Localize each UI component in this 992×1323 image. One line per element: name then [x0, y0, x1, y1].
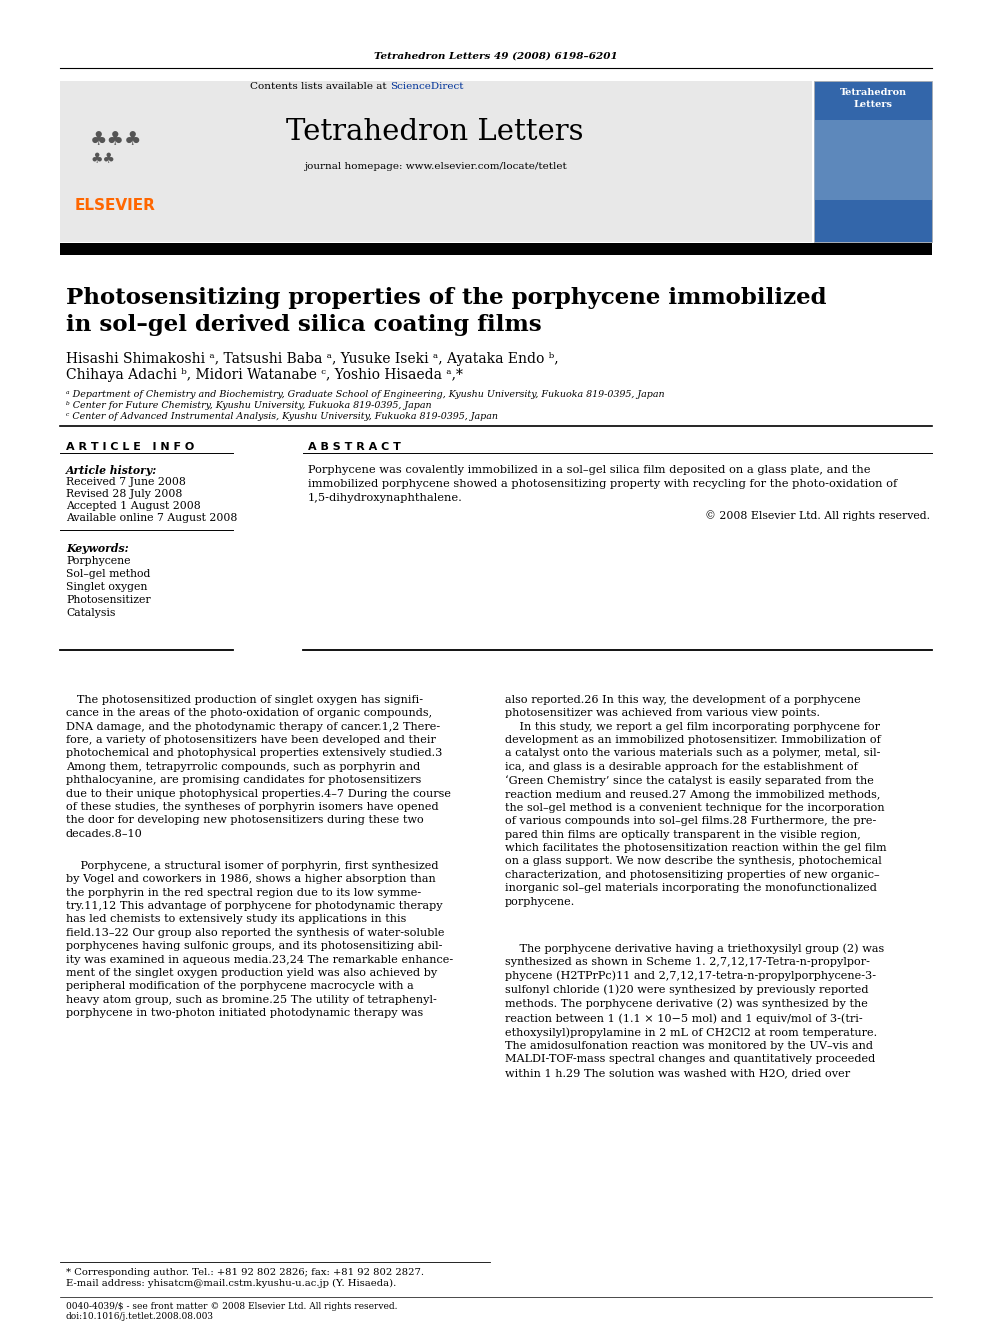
Text: © 2008 Elsevier Ltd. All rights reserved.: © 2008 Elsevier Ltd. All rights reserved…: [705, 509, 930, 521]
Bar: [60, 81, 812, 242]
Text: A R T I C L E   I N F O: A R T I C L E I N F O: [66, 442, 194, 452]
Text: Singlet oxygen: Singlet oxygen: [66, 582, 148, 591]
Text: 0040-4039/$ - see front matter © 2008 Elsevier Ltd. All rights reserved.: 0040-4039/$ - see front matter © 2008 El…: [66, 1302, 398, 1311]
Bar: [60, 243, 932, 255]
Text: Photosensitizing properties of the porphycene immobilized
in sol–gel derived sil: Photosensitizing properties of the porph…: [66, 287, 826, 336]
Text: Available online 7 August 2008: Available online 7 August 2008: [66, 513, 237, 523]
Text: E-mail address: yhisatcm@mail.cstm.kyushu-u.ac.jp (Y. Hisaeda).: E-mail address: yhisatcm@mail.cstm.kyush…: [66, 1279, 396, 1289]
Text: Contents lists available at: Contents lists available at: [250, 82, 390, 91]
Text: ♣♣♣: ♣♣♣: [90, 130, 143, 149]
Text: Porphycene, a structural isomer of porphyrin, first synthesized
by Vogel and cow: Porphycene, a structural isomer of porph…: [66, 861, 453, 1017]
Text: Hisashi Shimakoshi ᵃ, Tatsushi Baba ᵃ, Yusuke Iseki ᵃ, Ayataka Endo ᵇ,: Hisashi Shimakoshi ᵃ, Tatsushi Baba ᵃ, Y…: [66, 352, 558, 366]
Bar: [814, 81, 932, 242]
Text: The porphycene derivative having a triethoxysilyl group (2) was
synthesized as s: The porphycene derivative having a triet…: [505, 943, 884, 1078]
Text: ScienceDirect: ScienceDirect: [390, 82, 463, 91]
Text: Catalysis: Catalysis: [66, 609, 115, 618]
Text: The photosensitized production of singlet oxygen has signifi-
cance in the areas: The photosensitized production of single…: [66, 695, 451, 839]
Text: Received 7 June 2008: Received 7 June 2008: [66, 478, 186, 487]
Text: ♣♣: ♣♣: [90, 152, 115, 165]
Text: Accepted 1 August 2008: Accepted 1 August 2008: [66, 501, 200, 511]
Text: also reported.26 In this way, the development of a porphycene
photosensitizer wa: also reported.26 In this way, the develo…: [505, 695, 887, 906]
Text: Photosensitizer: Photosensitizer: [66, 595, 151, 605]
Text: ᵃ Department of Chemistry and Biochemistry, Graduate School of Engineering, Kyus: ᵃ Department of Chemistry and Biochemist…: [66, 390, 665, 400]
Text: Porphycene: Porphycene: [66, 556, 131, 566]
Text: * Corresponding author. Tel.: +81 92 802 2826; fax: +81 92 802 2827.: * Corresponding author. Tel.: +81 92 802…: [66, 1267, 424, 1277]
Text: Porphycene was covalently immobilized in a sol–gel silica film deposited on a gl: Porphycene was covalently immobilized in…: [308, 464, 897, 503]
Text: Tetrahedron Letters 49 (2008) 6198–6201: Tetrahedron Letters 49 (2008) 6198–6201: [374, 52, 618, 61]
Text: Tetrahedron
Letters: Tetrahedron Letters: [839, 89, 907, 108]
Text: Revised 28 July 2008: Revised 28 July 2008: [66, 490, 183, 499]
Text: Tetrahedron Letters: Tetrahedron Letters: [287, 118, 583, 146]
Text: ELSEVIER: ELSEVIER: [75, 198, 156, 213]
Text: ᵇ Center for Future Chemistry, Kyushu University, Fukuoka 819-0395, Japan: ᵇ Center for Future Chemistry, Kyushu Un…: [66, 401, 432, 410]
Text: A B S T R A C T: A B S T R A C T: [308, 442, 401, 452]
Text: Sol–gel method: Sol–gel method: [66, 569, 151, 579]
Text: Chihaya Adachi ᵇ, Midori Watanabe ᶜ, Yoshio Hisaeda ᵃ,*: Chihaya Adachi ᵇ, Midori Watanabe ᶜ, Yos…: [66, 368, 463, 382]
Text: Article history:: Article history:: [66, 464, 158, 476]
Text: Keywords:: Keywords:: [66, 542, 129, 554]
Text: doi:10.1016/j.tetlet.2008.08.003: doi:10.1016/j.tetlet.2008.08.003: [66, 1312, 214, 1320]
Bar: [814, 120, 932, 200]
Text: ᶜ Center of Advanced Instrumental Analysis, Kyushu University, Fukuoka 819-0395,: ᶜ Center of Advanced Instrumental Analys…: [66, 411, 498, 421]
Text: journal homepage: www.elsevier.com/locate/tetlet: journal homepage: www.elsevier.com/locat…: [304, 161, 566, 171]
